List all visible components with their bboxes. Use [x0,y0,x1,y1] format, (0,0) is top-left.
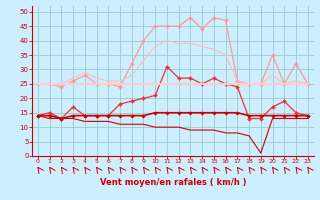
X-axis label: Vent moyen/en rafales ( km/h ): Vent moyen/en rafales ( km/h ) [100,178,246,187]
